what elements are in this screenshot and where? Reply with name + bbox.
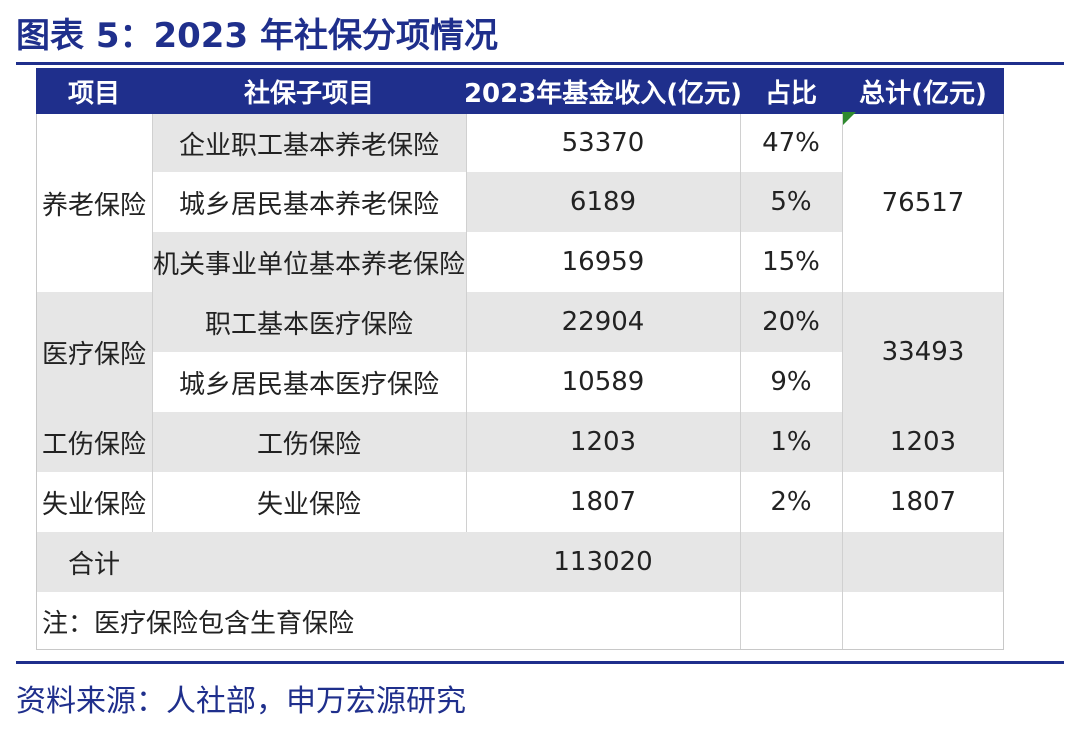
sub-item-cell: 企业职工基本养老保险 — [152, 114, 466, 172]
footer-divider — [16, 661, 1064, 664]
group-total-injury: 1203 — [842, 412, 1004, 472]
note-share-blank — [740, 592, 842, 650]
page-title: 图表 5：2023 年社保分项情况 — [16, 16, 498, 56]
income-cell: 1807 — [466, 472, 740, 532]
header-total: 总计(亿元) — [842, 68, 1004, 114]
header-income: 2023年基金收入(亿元) — [464, 68, 742, 114]
total-row-label: 合计 — [36, 532, 152, 592]
sub-item-cell: 失业保险 — [152, 472, 466, 532]
group-total-unemployment: 1807 — [842, 472, 1004, 532]
share-cell: 2% — [740, 472, 842, 532]
sub-item-cell: 城乡居民基本医疗保险 — [152, 352, 466, 412]
income-cell: 1203 — [466, 412, 740, 472]
group-label-pension: 养老保险 — [36, 114, 152, 292]
group-label-injury: 工伤保险 — [36, 412, 152, 472]
share-cell: 47% — [740, 114, 842, 172]
share-cell: 20% — [740, 292, 842, 352]
income-cell: 53370 — [466, 114, 740, 172]
group-total-pension: 76517 — [842, 114, 1004, 292]
title-divider — [16, 62, 1064, 65]
share-cell: 1% — [740, 412, 842, 472]
header-share: 占比 — [740, 68, 842, 114]
source-note: 资料来源：人社部，申万宏源研究 — [16, 684, 466, 719]
sub-item-cell: 职工基本医疗保险 — [152, 292, 466, 352]
group-label-medical: 医疗保险 — [36, 292, 152, 412]
income-cell: 6189 — [466, 172, 740, 232]
total-row-share-blank — [740, 532, 842, 592]
group-label-unemployment: 失业保险 — [36, 472, 152, 532]
header-sub-item: 社保子项目 — [152, 68, 466, 114]
sub-item-cell: 机关事业单位基本养老保险 — [152, 232, 466, 292]
share-cell: 5% — [740, 172, 842, 232]
note-total-blank — [842, 592, 1004, 650]
share-cell: 15% — [740, 232, 842, 292]
income-cell: 22904 — [466, 292, 740, 352]
share-cell: 9% — [740, 352, 842, 412]
total-row-total-blank — [842, 532, 1004, 592]
table-note: 注：医疗保险包含生育保险 — [36, 592, 740, 650]
income-cell: 10589 — [466, 352, 740, 412]
sub-item-cell: 工伤保险 — [152, 412, 466, 472]
total-row-income: 113020 — [466, 532, 740, 592]
cell-comment-marker — [842, 112, 856, 126]
header-item: 项目 — [36, 68, 152, 114]
sub-item-cell: 城乡居民基本养老保险 — [152, 172, 466, 232]
group-total-medical: 33493 — [842, 292, 1004, 412]
total-row-blank — [152, 532, 466, 592]
income-cell: 16959 — [466, 232, 740, 292]
